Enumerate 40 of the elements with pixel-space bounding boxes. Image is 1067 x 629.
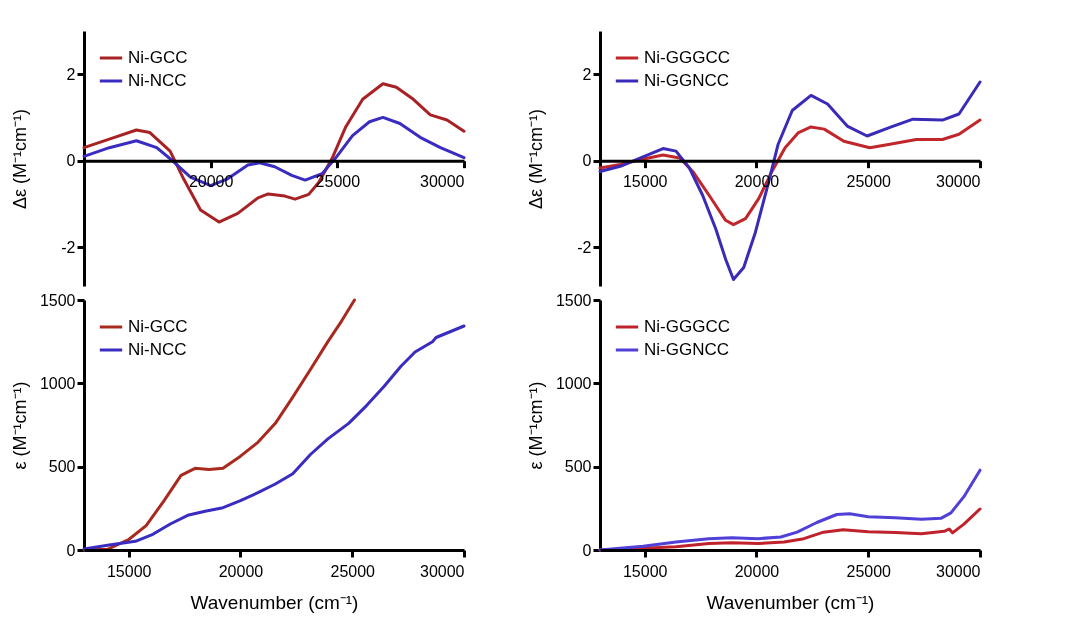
x-axis-title: Wavenumber (cm⁻¹) xyxy=(190,591,359,613)
y-tick-label: 1500 xyxy=(555,291,592,309)
y-axis-title: Δε (M⁻¹cm⁻¹) xyxy=(525,108,546,210)
legend-label: Ni-GCC xyxy=(128,317,188,336)
legend-label: Ni-GGNCC xyxy=(644,340,729,359)
y-tick-label: 500 xyxy=(48,458,76,476)
legend-label: Ni-GGGCC xyxy=(644,48,730,67)
y-tick-label: 1500 xyxy=(39,291,76,309)
x-tick-label: 30000 xyxy=(936,562,981,580)
y-tick-label: 2 xyxy=(66,65,76,83)
x-tick-label: 15000 xyxy=(622,173,668,191)
y-tick-label: 500 xyxy=(564,458,592,476)
x-tick-label: 30000 xyxy=(936,173,981,191)
x-tick-label: 25000 xyxy=(846,562,892,580)
legend-label: Ni-NCC xyxy=(128,71,187,90)
y-tick-label: 0 xyxy=(66,152,76,170)
x-tick-label: 15000 xyxy=(622,562,668,580)
y-tick-label: 1000 xyxy=(39,374,76,392)
x-tick-label: 30000 xyxy=(420,562,465,580)
y-tick-label: -2 xyxy=(61,238,76,256)
y-tick-label: 0 xyxy=(66,541,76,559)
y-tick-label: -2 xyxy=(577,238,592,256)
legend-label: Ni-GCC xyxy=(128,48,188,67)
y-tick-label: 2 xyxy=(582,65,592,83)
y-axis-title: Δε (M⁻¹cm⁻¹) xyxy=(9,108,30,210)
x-tick-label: 15000 xyxy=(106,562,152,580)
y-tick-label: 0 xyxy=(582,541,592,559)
y-axis-title: ε (M⁻¹cm⁻¹) xyxy=(9,381,30,470)
x-tick-label: 30000 xyxy=(420,173,465,191)
x-tick-label: 20000 xyxy=(734,562,780,580)
legend-label: Ni-GGGCC xyxy=(644,317,730,336)
y-tick-label: 0 xyxy=(582,152,592,170)
y-axis-title: ε (M⁻¹cm⁻¹) xyxy=(525,381,546,470)
legend-label: Ni-NCC xyxy=(128,340,187,359)
x-axis-title: Wavenumber (cm⁻¹) xyxy=(706,591,875,613)
x-tick-label: 25000 xyxy=(330,562,376,580)
y-tick-label: 1000 xyxy=(555,374,592,392)
legend-label: Ni-GGNCC xyxy=(644,71,729,90)
x-tick-label: 25000 xyxy=(846,173,892,191)
x-tick-label: 20000 xyxy=(218,562,264,580)
